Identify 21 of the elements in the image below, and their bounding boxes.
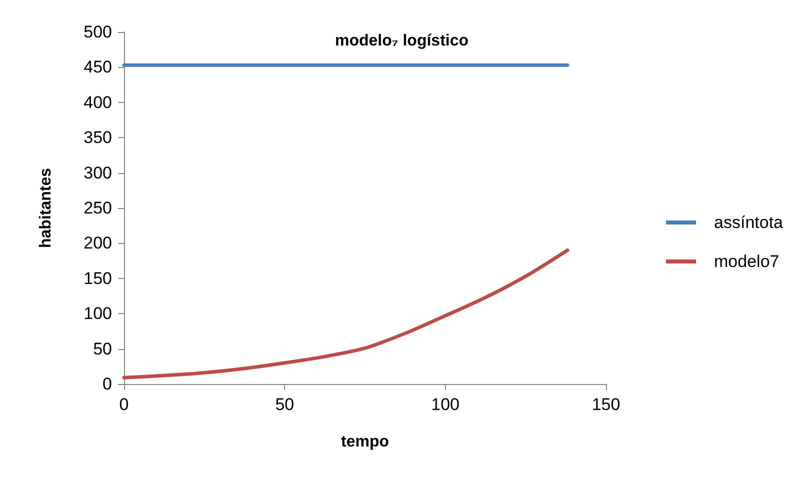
y-tick-label: 100 xyxy=(84,304,112,324)
legend-label: assíntota xyxy=(714,213,784,232)
x-tick-label: 100 xyxy=(431,395,460,414)
y-tick-label: 150 xyxy=(84,268,112,288)
x-tick-label: 0 xyxy=(119,395,129,414)
line-series xyxy=(122,248,570,380)
chart-title: modelo₇ logístico xyxy=(335,32,469,50)
y-tick-label: 50 xyxy=(93,339,112,358)
y-tick-label: 250 xyxy=(84,198,112,218)
legend-label: modelo7 xyxy=(714,252,780,271)
y-tick-label: 400 xyxy=(84,92,112,112)
x-tick-label: 150 xyxy=(592,395,620,414)
x-axis-title: tempo xyxy=(341,434,390,450)
y-tick-label: 500 xyxy=(84,22,112,42)
x-tick-label: 50 xyxy=(275,395,294,414)
y-axis-title: habitantes xyxy=(38,168,54,248)
y-tick-label: 450 xyxy=(84,58,112,77)
y-tick-label: 300 xyxy=(84,163,112,182)
y-tick-label: 0 xyxy=(102,374,112,394)
y-tick-label: 350 xyxy=(84,128,112,148)
y-tick-label: 200 xyxy=(84,234,112,253)
